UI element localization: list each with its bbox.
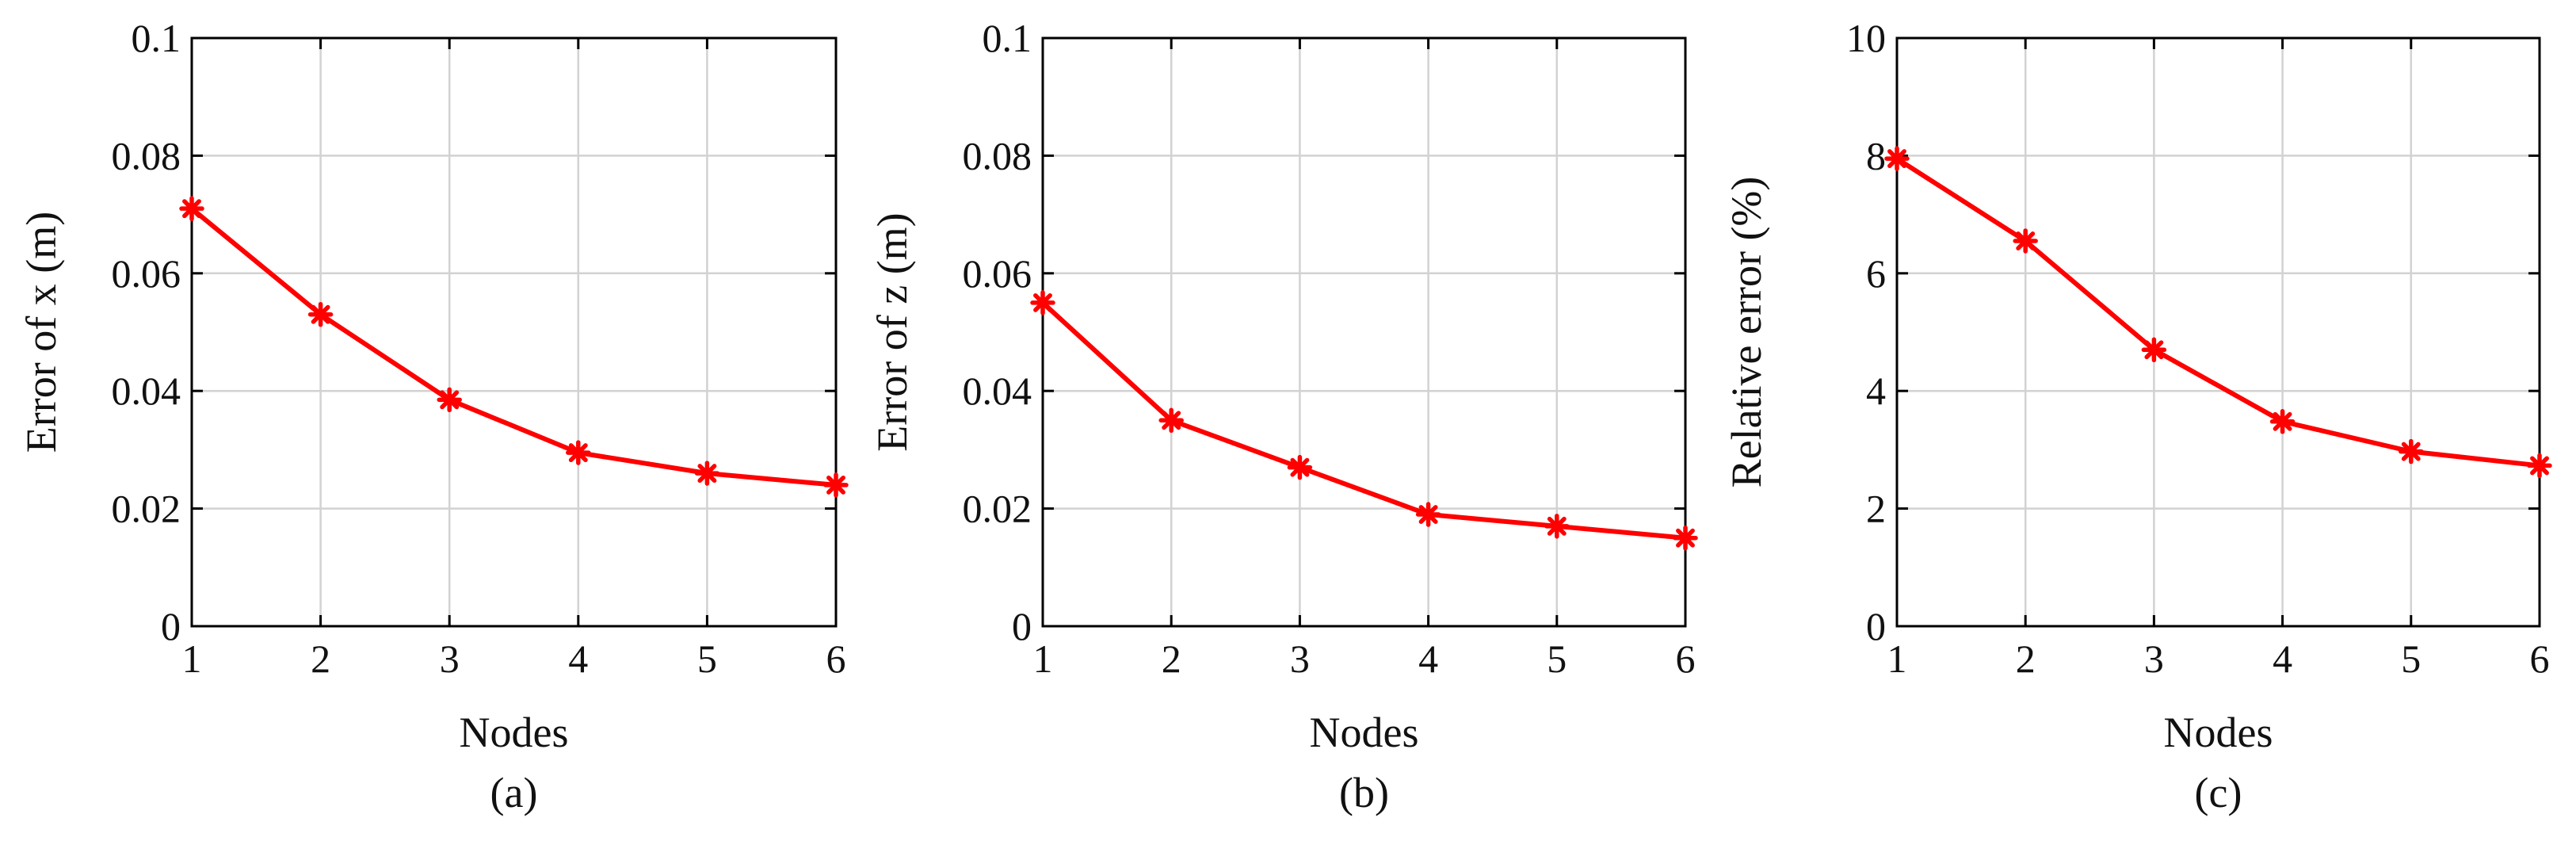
marker-stroke [311,304,330,324]
gridlines [1043,38,1685,626]
chart-panel-3: 1 2 3 4 5 6 0 2 4 6 8 10 Nodes Relative error (%) (c) [1723,16,2552,816]
y-tick-label: 0.02 [112,487,181,531]
marker-stroke [1887,149,1906,169]
axes-box [1041,36,1687,628]
data-point [566,440,591,465]
x-tick-label: 2 [2016,636,2036,681]
y-tick-label: 0.08 [112,133,181,178]
data-point [179,196,204,221]
tick-marks [1041,36,1687,628]
data-point [823,472,849,498]
x-tick-label: 3 [2144,636,2164,681]
series-line [190,206,837,487]
x-tick-label: 2 [311,636,330,681]
data-point [2399,438,2424,464]
marker-stroke [1676,528,1695,548]
marker-stroke [1547,516,1567,536]
y-tick-label: 6 [1866,251,1886,296]
x-tick-label: 2 [1162,636,1181,681]
y-tick-label: 0 [1012,604,1032,648]
chart-panel-1: 1 2 3 4 5 6 0 0.02 0.04 0.06 0.08 0.1 Nodes Error of … [17,16,849,816]
y-tick-label: 2 [1866,487,1886,531]
x-tick-label: 4 [1418,636,1438,681]
marker-stroke [2016,231,2036,250]
x-tick-label: 6 [826,636,846,681]
marker-stroke [440,390,460,410]
y-tick-label: 0 [161,604,181,648]
x-tick-label: 6 [1676,636,1696,681]
data-point [2269,409,2296,434]
x-tick-label: 4 [2273,636,2292,681]
panel-caption: (c) [2195,769,2242,816]
y-tick-label: 0.1 [132,16,181,60]
data-point [2013,228,2038,254]
y-tick-label: 8 [1866,133,1886,178]
data-point [1158,407,1184,434]
x-tick-label: 4 [568,636,588,681]
marker-stroke [2273,411,2292,431]
y-tick-label: 0.04 [963,369,1032,413]
marker-stroke [568,443,588,463]
marker-stroke [2530,456,2549,476]
series-line [1040,300,1686,541]
x-tick-label: 5 [2401,636,2421,681]
y-tick-label: 0.08 [963,133,1032,178]
y-axis-label: Error of z (m) [868,212,916,451]
marker-stroke [1290,457,1310,477]
x-tick-label: 6 [2530,636,2550,681]
x-tick-label: 5 [697,636,717,681]
chart-panel-2: 1 2 3 4 5 6 0 0.02 0.04 0.06 0.08 0.1 Nodes Error of … [868,16,1698,816]
panel-caption: (a) [490,769,538,816]
y-axis-label: Relative error (%) [1723,177,1770,488]
x-tick-label: 3 [440,636,460,681]
data-point [1673,525,1698,551]
marker-stroke [1162,411,1181,430]
data-point [1030,290,1055,315]
x-axis-label: Nodes [2164,709,2273,756]
y-tick-label: 0.06 [963,251,1032,296]
marker-stroke [697,464,717,484]
y-tick-label: 0.04 [112,369,181,413]
marker-stroke [1033,292,1052,312]
data-point [1544,514,1570,539]
data-point [2527,453,2552,479]
y-tick-label: 4 [1866,369,1886,413]
data-point [1415,502,1441,527]
axes-box [190,36,838,628]
x-tick-label: 1 [1887,636,1907,681]
tick-marks [1895,36,2541,628]
y-tick-label: 0.02 [963,487,1032,531]
x-tick-label: 1 [182,636,202,681]
gridlines [192,38,836,626]
marker-stroke [2144,340,2164,360]
y-tick-label: 10 [1846,16,1886,60]
data-point [2141,337,2167,363]
panel-caption: (b) [1339,769,1389,816]
data-point [694,461,720,486]
x-axis-label: Nodes [1310,709,1419,756]
data-point [307,301,334,327]
data-point [1884,146,1910,171]
data-point [437,387,462,413]
series-line [1895,156,2540,468]
y-axis-label: Error of x (m) [17,212,65,453]
x-tick-label: 3 [1290,636,1310,681]
data-point [1287,454,1313,480]
y-tick-label: 0.1 [983,16,1032,60]
marker-stroke [2401,442,2421,461]
y-tick-label: 0.06 [112,251,181,296]
marker-stroke [182,199,201,219]
gridlines [1897,38,2540,626]
tick-marks [190,36,838,628]
x-tick-label: 1 [1033,636,1053,681]
y-tick-label: 0 [1866,604,1886,648]
marker-stroke [826,475,845,495]
x-axis-label: Nodes [460,709,569,756]
marker-stroke [1418,505,1438,524]
x-tick-label: 5 [1547,636,1567,681]
axes-box [1895,36,2541,628]
